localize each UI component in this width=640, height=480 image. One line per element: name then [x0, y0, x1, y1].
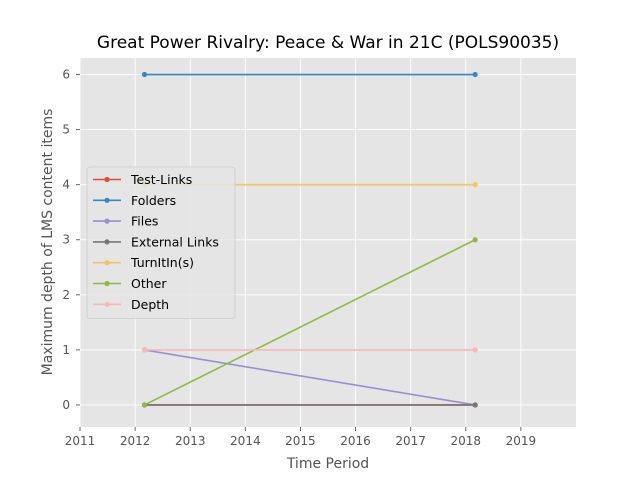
legend-item: External Links	[93, 234, 219, 249]
y-tick-label: 1	[62, 343, 70, 357]
legend-item: Other	[93, 276, 167, 291]
y-axis-ticks: 0 1 2 3 4 5 6	[62, 68, 80, 412]
series-line-other	[144, 239, 476, 406]
x-axis-ticks: 2011 2012 2013 2014 2015 2016 2017 2018 2019	[65, 427, 536, 448]
legend-item: Depth	[93, 297, 169, 312]
x-tick-label: 2011	[65, 434, 96, 448]
legend-label: Files	[131, 214, 158, 229]
x-tick-label: 2012	[120, 434, 151, 448]
legend-marker	[104, 176, 110, 183]
legend: Test-Links Folders Files External Links Turn…	[86, 166, 236, 320]
y-tick-label: 5	[62, 123, 70, 137]
legend-marker	[104, 260, 110, 266]
x-tick-label: 2017	[395, 434, 426, 448]
data-point-depth	[141, 347, 148, 353]
y-tick-label: 6	[62, 68, 70, 82]
series-line-files	[144, 349, 476, 406]
x-tick-label: 2015	[285, 434, 316, 448]
y-tick-label: 4	[62, 178, 70, 192]
x-tick-label: 2018	[451, 434, 482, 448]
legend-label: Depth	[131, 297, 169, 312]
legend-item: Files	[93, 214, 158, 229]
legend-label: Test-Links	[130, 172, 192, 187]
chart-title: Great Power Rivalry: Peace & War in 21C …	[97, 33, 559, 53]
legend-label: Folders	[131, 193, 176, 208]
data-point-depth	[472, 347, 478, 353]
data-point-turnitin-s	[472, 182, 478, 188]
y-tick-label: 2	[62, 288, 70, 302]
legend-box	[86, 166, 236, 320]
data-point-other	[472, 237, 478, 243]
legend-label: External Links	[131, 234, 219, 249]
x-tick-label: 2014	[230, 434, 261, 448]
y-axis-label: Maximum depth of LMS content items	[40, 109, 56, 376]
x-tick-label: 2016	[340, 434, 371, 448]
legend-marker	[104, 239, 110, 245]
legend-marker	[104, 197, 110, 203]
legend-label: Other	[131, 276, 167, 291]
data-point-folders	[141, 71, 148, 78]
legend-marker	[104, 218, 110, 224]
data-point-external-links	[472, 402, 478, 408]
legend-item: Folders	[93, 193, 176, 208]
series-layer	[141, 71, 478, 408]
legend-marker	[104, 280, 110, 287]
x-tick-label: 2019	[506, 434, 537, 448]
data-point-other	[141, 402, 148, 408]
legend-item: TurnItIn(s)	[93, 255, 194, 270]
x-tick-label: 2013	[175, 434, 206, 448]
legend-label: TurnItIn(s)	[130, 255, 194, 270]
y-tick-label: 0	[62, 398, 70, 412]
x-axis-label: Time Period	[286, 456, 369, 472]
data-point-folders	[472, 71, 478, 78]
y-tick-label: 3	[62, 233, 70, 247]
legend-item: Test-Links	[93, 172, 192, 187]
legend-marker	[104, 301, 110, 307]
